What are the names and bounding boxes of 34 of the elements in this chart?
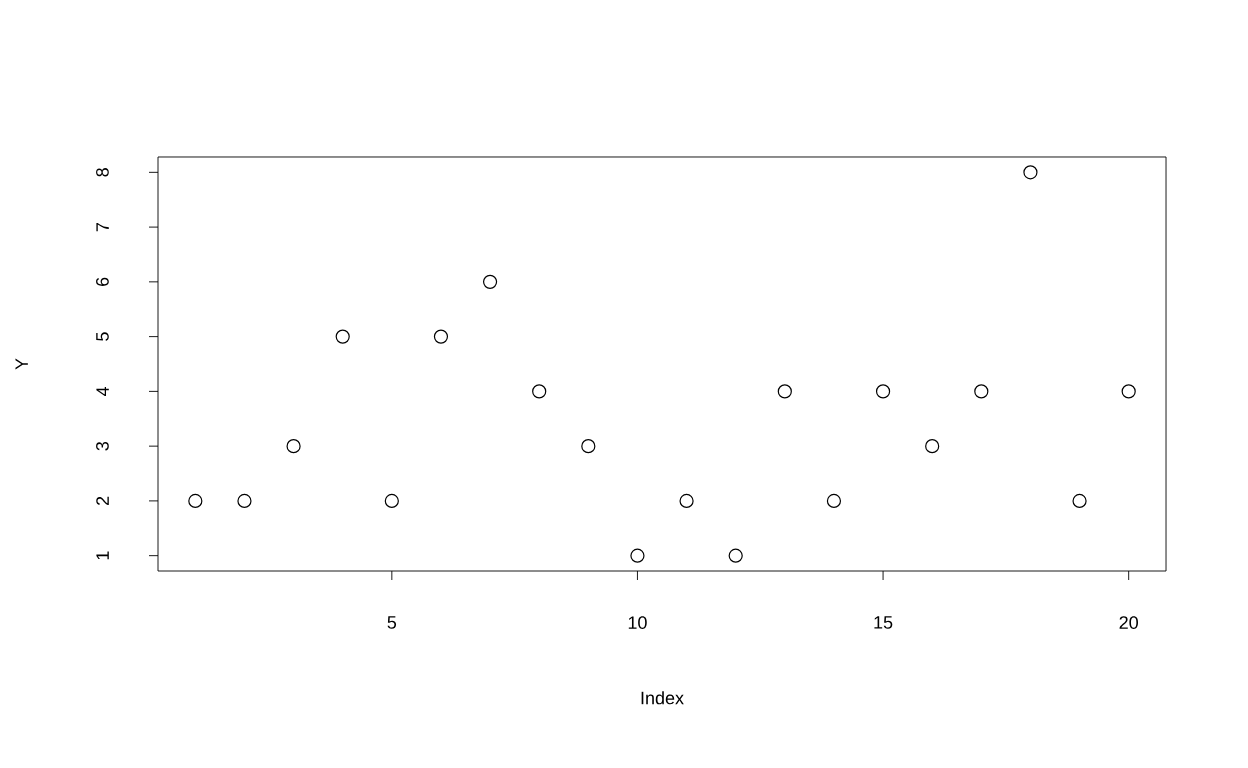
y-tick-label: 6 [96,277,109,286]
point [1121,384,1136,399]
point [1072,493,1087,508]
x-tick-label: 20 [1119,616,1138,629]
point [1023,165,1038,180]
point [679,493,694,508]
y-tick-label: 4 [96,386,109,396]
point [974,384,989,399]
point [532,384,547,399]
y-tick-label: 3 [96,441,109,451]
point [188,493,203,508]
x-tick-label: 15 [874,616,893,629]
point [925,439,940,454]
x-axis-title: Index [641,691,684,705]
point [581,439,596,454]
y-tick-label: 2 [96,496,109,505]
point [777,384,792,399]
y-tick-label: 7 [96,222,109,232]
point [433,329,449,344]
y-tick-label: 5 [96,332,109,341]
point [384,493,399,508]
point [286,439,301,454]
point [728,548,743,563]
point [826,493,842,508]
x-tick-label: 10 [628,616,647,629]
point [237,493,252,508]
point [482,274,498,289]
point [630,548,645,563]
x-tick-label: 5 [387,616,397,629]
y-tick-label: 1 [96,551,109,560]
point [875,384,891,399]
y-tick-label: 8 [96,168,109,177]
point [335,329,350,344]
y-axis-title: Y [15,358,28,370]
